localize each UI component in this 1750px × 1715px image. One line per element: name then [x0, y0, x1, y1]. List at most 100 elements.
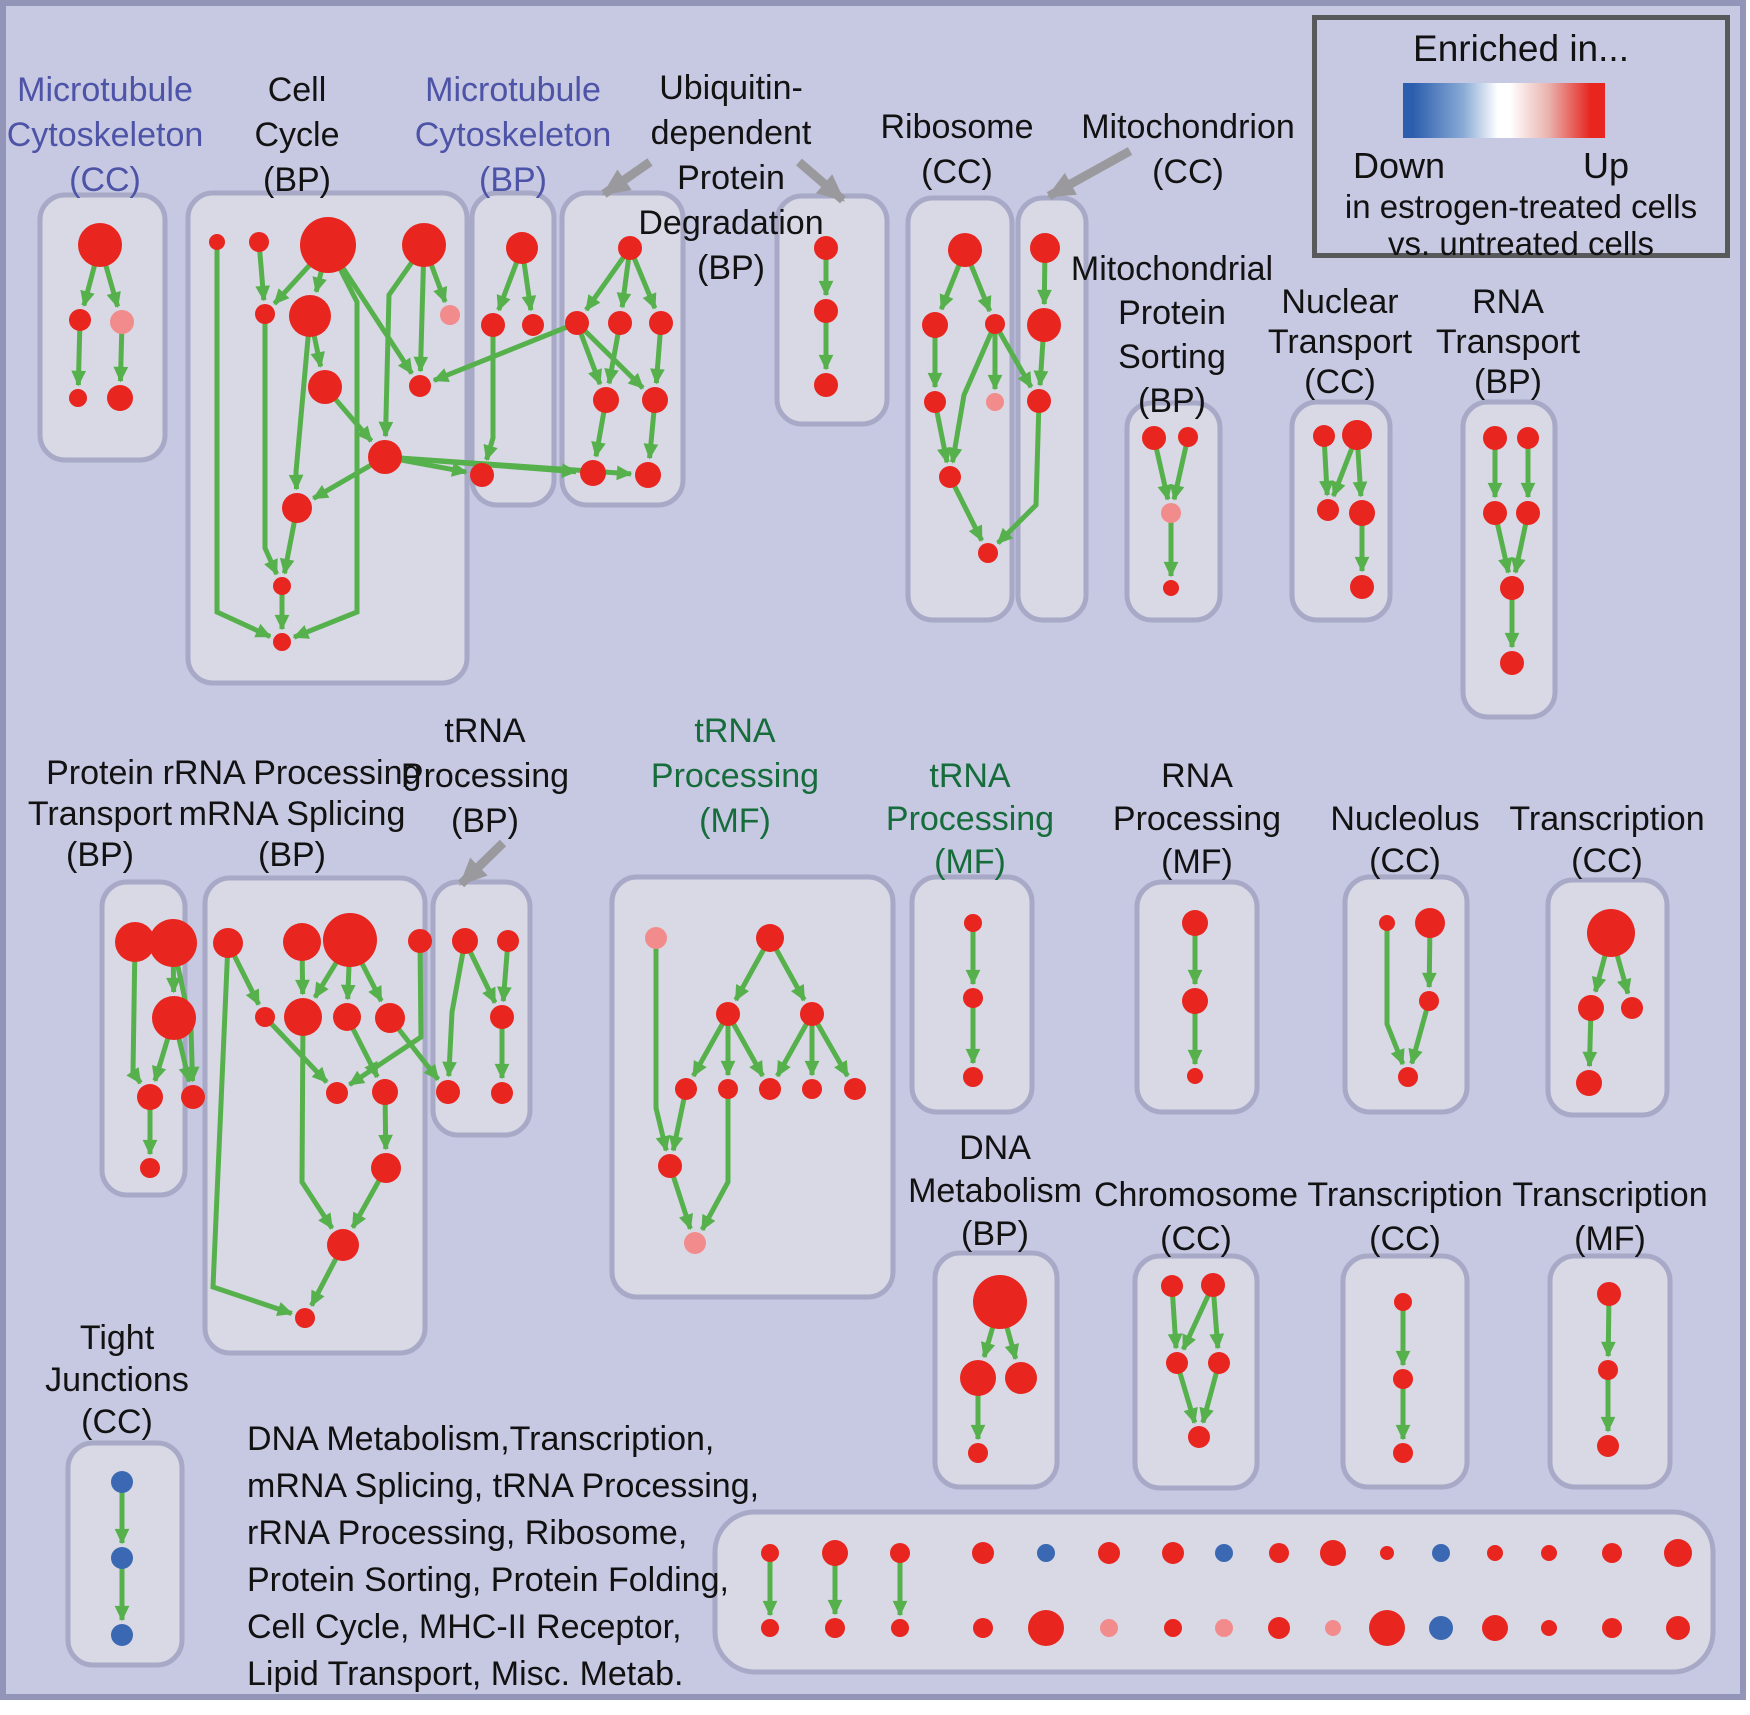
- node-misc-b6: [1100, 1619, 1118, 1637]
- cluster-label-rrna: rRNA Processing mRNA Splicing (BP): [162, 754, 422, 874]
- node-nucl-b: [1415, 908, 1445, 938]
- cluster-label-chrom: Chromosome (CC): [1093, 1176, 1299, 1258]
- node-misc-t12: [1432, 1544, 1450, 1562]
- node-misc-b11: [1369, 1610, 1405, 1646]
- node-tj-a: [111, 1471, 133, 1493]
- node-cellcycle-J: [368, 440, 402, 474]
- node-trmf1-b: [800, 1002, 824, 1026]
- node-mito-t: [1030, 233, 1060, 263]
- node-rrna-r5: [295, 1308, 315, 1328]
- node-mps-a: [1142, 426, 1166, 450]
- node-rrna-m3: [333, 1003, 361, 1031]
- node-misc-t15: [1602, 1543, 1622, 1563]
- node-chrom-a: [1161, 1275, 1183, 1297]
- node-ubiq2-z: [814, 373, 838, 397]
- node-rrna-m4: [375, 1003, 405, 1033]
- node-trbp-a: [452, 928, 478, 954]
- edge-ubiq1.t-to-ubiq1.l: [584, 246, 633, 312]
- annotation-arrow-3: [1046, 147, 1133, 200]
- node-txmf-c: [1597, 1435, 1619, 1457]
- annotation-arrow-2: [796, 158, 846, 204]
- node-trmf2-a: [964, 914, 982, 932]
- node-mc_bp-d: [470, 463, 494, 487]
- node-cellcycle-N: [273, 633, 291, 651]
- node-rrna-m2: [284, 998, 322, 1036]
- node-misc-b1: [761, 1619, 779, 1637]
- edge-trmf1.c2-to-trmf1.e: [699, 1089, 731, 1232]
- node-misc-b10: [1325, 1620, 1341, 1636]
- node-rpmf-a: [1182, 910, 1208, 936]
- node-ubiq1-p: [580, 460, 606, 486]
- cluster-label-trbp: tRNA Processing (BP): [400, 712, 570, 840]
- node-chrom-e: [1188, 1426, 1210, 1448]
- node-misc-b5: [1028, 1610, 1064, 1646]
- legend-title: Enriched in...: [1413, 28, 1629, 69]
- node-misc-b16: [1666, 1616, 1690, 1640]
- cluster-label-txmf: Transcription (MF): [1512, 1176, 1708, 1258]
- node-cellcycle-I: [409, 375, 431, 397]
- node-nucl-c: [1419, 991, 1439, 1011]
- node-misc-b3: [891, 1619, 909, 1637]
- edge-mc_bp.b-to-mc_bp.d: [483, 325, 498, 462]
- edge-nucl.a-to-nucl.d: [1384, 923, 1406, 1066]
- node-misc-b12: [1429, 1616, 1453, 1640]
- node-rnat-f: [1500, 651, 1524, 675]
- edge-rrna.m2-to-rrna.r4: [299, 1016, 335, 1230]
- node-trbp-b2: [491, 1082, 513, 1104]
- node-ubiq2-x: [814, 236, 838, 260]
- node-rnat-d: [1516, 501, 1540, 525]
- node-ribo-r: [985, 314, 1005, 334]
- edge-ubiq1.l-to-ubiq1.b: [575, 321, 645, 390]
- node-pt-a: [115, 922, 155, 962]
- edge-cellcycle.A-to-cellcycle.N: [214, 242, 272, 639]
- edge-pt.a-to-pt.d: [126, 941, 143, 1085]
- node-trmf1-a: [716, 1002, 740, 1026]
- annotation-arrow-1: [601, 158, 653, 198]
- node-ubiq2-y: [814, 299, 838, 323]
- cluster-label-mps: Mitochondrial Protein Sorting (BP): [1070, 250, 1274, 420]
- node-trmf1-d: [658, 1154, 682, 1178]
- node-misc-t8: [1215, 1544, 1233, 1562]
- cluster-label-cellcycle: Cell Cycle (BP): [254, 71, 340, 199]
- node-ubiq1-t: [618, 236, 642, 260]
- cluster-box-dnam: [932, 1250, 1060, 1490]
- edge-nucl.c-to-nucl.d: [1408, 1000, 1432, 1065]
- node-misc-b9: [1268, 1617, 1290, 1639]
- node-nuct-e: [1350, 575, 1374, 599]
- node-ubiq1-q: [635, 462, 661, 488]
- node-mps-c: [1163, 580, 1179, 596]
- node-cellcycle-G: [440, 305, 460, 325]
- cluster-label-trmf2: tRNA Processing (MF): [885, 757, 1055, 881]
- node-rrna-r2: [372, 1079, 398, 1105]
- node-nuct-c: [1317, 499, 1339, 521]
- cluster-label-mc_bp: Microtubule Cytoskeleton (BP): [414, 71, 612, 199]
- node-trmf1-c1: [675, 1078, 697, 1100]
- node-txcc2-d: [1576, 1070, 1602, 1096]
- legend-subtitle-line2: vs. untreated cells: [1388, 225, 1654, 262]
- node-trmf1-c5: [844, 1078, 866, 1100]
- node-misc-t2: [822, 1540, 848, 1566]
- node-rnat-a: [1483, 426, 1507, 450]
- node-trmf2-c: [963, 1067, 983, 1087]
- cluster-box-trmf1: [609, 874, 896, 1300]
- edge-mito.d-to-ribo.b: [996, 400, 1042, 545]
- node-txcc3-a: [1394, 1293, 1412, 1311]
- node-trmf1-t: [756, 924, 784, 952]
- node-ubiq1-m: [608, 311, 632, 335]
- node-cellcycle-L: [282, 493, 312, 523]
- node-rrna-r4: [327, 1229, 359, 1261]
- cluster-box-txcc2: [1545, 877, 1670, 1118]
- node-pt-e: [181, 1085, 205, 1109]
- node-misc-t1: [761, 1544, 779, 1562]
- edge-ribo.r-to-mito.d: [992, 322, 1034, 389]
- cluster-label-ribo: Ribosome (CC): [880, 108, 1034, 191]
- cluster-label-tj: Tight Junctions (CC): [45, 1319, 189, 1441]
- node-misc-b15: [1602, 1618, 1622, 1638]
- node-misc-b7: [1164, 1619, 1182, 1637]
- node-trbp-m: [490, 1005, 514, 1029]
- legend-down-label: Down: [1353, 145, 1446, 186]
- node-ribo-p: [986, 393, 1004, 411]
- node-rnat-e: [1500, 576, 1524, 600]
- node-rrna-t2: [283, 923, 321, 961]
